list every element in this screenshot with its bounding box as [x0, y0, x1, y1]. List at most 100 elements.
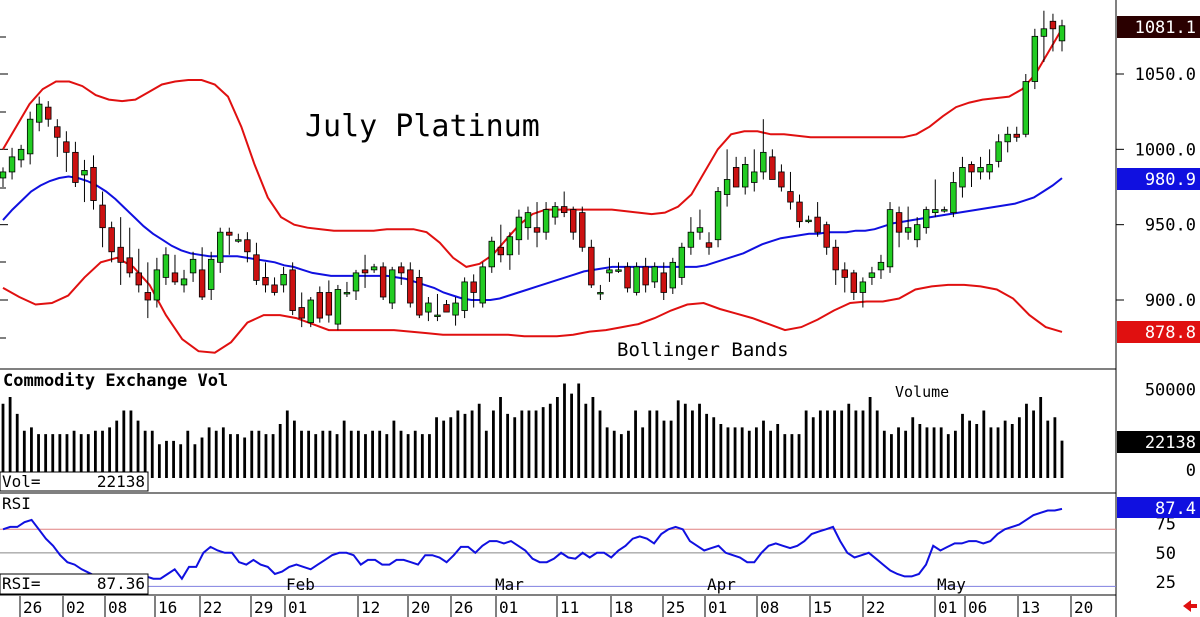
rsi-readout: RSI= 87.36 [0, 573, 149, 595]
candle-body [1031, 35, 1039, 82]
volume-bar [733, 427, 737, 478]
rsi-line [2, 507, 1063, 590]
volume-bar [911, 417, 915, 478]
candle-body [0, 171, 7, 179]
x-axis-day-label: 13 [1021, 598, 1040, 617]
volume-bar [584, 403, 588, 478]
volume-bars [1, 383, 1064, 478]
volume-bar [868, 397, 872, 478]
candle-body [678, 246, 686, 278]
candle-body [244, 239, 251, 253]
price-badge-last-text: 1081.1 [1135, 18, 1196, 38]
volume-bar [1060, 440, 1064, 478]
price-badge-ma-text: 980.9 [1145, 170, 1196, 190]
candle-body [81, 170, 88, 176]
candle-body [877, 261, 885, 271]
volume-bar [492, 410, 495, 478]
volume-bar [229, 434, 232, 478]
volume-bar [463, 413, 467, 478]
candle-body [696, 227, 704, 233]
candle-body [624, 266, 631, 289]
volume-bar [285, 410, 289, 478]
price-grid [0, 36, 8, 339]
candle-body [868, 272, 876, 278]
candle-body [171, 272, 179, 283]
volume-bar [179, 444, 183, 478]
volume-bar [328, 430, 332, 478]
volume-bar [548, 403, 552, 478]
volume-bar [513, 417, 517, 478]
candle-body [977, 167, 984, 173]
volume-bar [271, 434, 275, 478]
lower-band-layer [2, 256, 1063, 354]
volume-bar [30, 427, 33, 478]
candle-body [434, 314, 441, 317]
candle-body [289, 269, 296, 311]
candle-body [1004, 133, 1011, 143]
volume-bar [214, 430, 218, 478]
volume-bar [932, 427, 936, 478]
candle-body [913, 224, 921, 241]
volume-bar [1032, 410, 1035, 478]
volume-bar [349, 430, 353, 478]
candle-body [90, 167, 97, 201]
volume-bar [982, 410, 986, 478]
candle-body [714, 191, 722, 241]
volume-bar [854, 410, 858, 478]
candle-body [886, 209, 894, 268]
volume-bar [101, 430, 104, 478]
candle-body [207, 258, 215, 290]
x-axis-day-label: 16 [158, 598, 177, 617]
volume-bar [946, 434, 950, 478]
volume-bar [8, 397, 12, 478]
candle-body [850, 272, 858, 293]
candle-body [352, 272, 360, 292]
candle-body [986, 163, 993, 173]
volume-bar [172, 440, 175, 478]
candle-body [705, 242, 713, 248]
volume-bar [243, 437, 247, 478]
candle-body [452, 302, 459, 316]
volume-bar [669, 420, 673, 478]
candle-body [832, 246, 839, 271]
volume-bar [108, 427, 112, 478]
candle-body [271, 284, 278, 293]
x-axis-day-label: 26 [23, 598, 42, 617]
volume-bar [442, 420, 446, 478]
x-axis-day-label: 29 [254, 598, 273, 617]
price-axis-label: 950.0 [1145, 216, 1196, 236]
price-axis-label: 900.0 [1145, 291, 1196, 311]
candlestick-series [0, 10, 1066, 331]
candle-body [814, 216, 821, 233]
candle-body [1013, 133, 1020, 138]
candle-body [515, 216, 523, 241]
candle-body [651, 266, 658, 283]
candle-body [63, 141, 70, 153]
candle-body [642, 266, 649, 286]
upper-band-layer [2, 28, 1063, 268]
volume-bar [378, 430, 382, 478]
bollinger-label: Bollinger Bands [617, 339, 789, 361]
volume-bar [598, 410, 602, 478]
scroll-arrow-icon[interactable] [1183, 600, 1197, 612]
candle-body [506, 236, 514, 256]
candle-body [99, 204, 106, 229]
volume-bar [691, 410, 694, 478]
volume-bar [435, 417, 438, 478]
volume-readout-value: 22138 [97, 472, 145, 491]
volume-bar [79, 434, 83, 478]
volume-bar [257, 430, 261, 478]
volume-bar [875, 410, 879, 478]
volume-bar [250, 430, 254, 478]
volume-bar [150, 430, 154, 478]
volume-bar [37, 434, 40, 478]
rsi-axis-label: 25 [1156, 573, 1176, 593]
volume-bar [165, 440, 168, 478]
panel-frames [0, 0, 1117, 617]
volume-bar [577, 383, 581, 478]
candle-body [524, 212, 532, 229]
volume-bar [200, 437, 204, 478]
x-axis-day-label: 01 [938, 598, 957, 617]
volume-bar [712, 417, 716, 478]
candle-body [361, 269, 369, 274]
